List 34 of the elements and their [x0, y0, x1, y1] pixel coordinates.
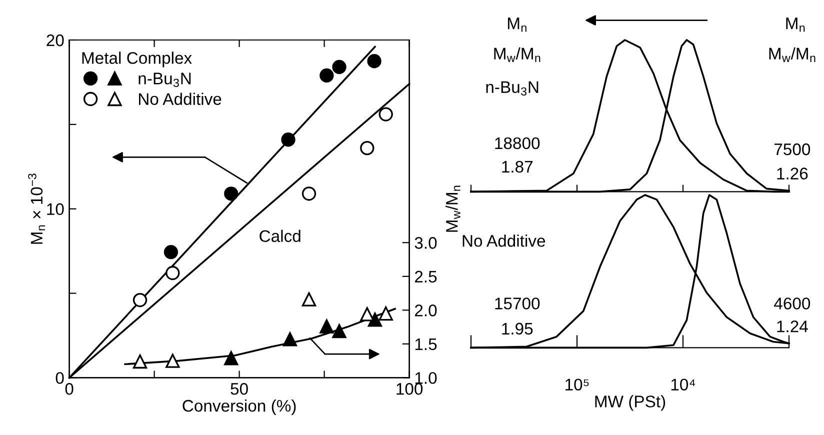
- legend-title: Metal Complex: [82, 52, 192, 68]
- x-axis-title: Conversion (%): [182, 399, 296, 416]
- x-tick-label: 100: [396, 383, 423, 395]
- x-tick-label: 10⁴: [671, 378, 696, 390]
- annotation: 7500: [774, 143, 810, 156]
- y2-tick-label: 2.0: [415, 304, 437, 316]
- annotation: 4600: [774, 298, 810, 310]
- x-axis-title: MW (PSt): [595, 395, 666, 411]
- x-tick-label: 0: [65, 383, 74, 395]
- annotation: M$_{w}$/M$_{n}$: [769, 47, 816, 62]
- text: M$_{n}$: [786, 18, 805, 32]
- text: M$_{n}$: [508, 18, 526, 32]
- annotation: 1.95: [502, 322, 533, 335]
- annotation: 15700: [495, 298, 540, 310]
- y2-axis-title: M$_{w}$/M$_{n}$: [446, 186, 460, 232]
- annotation: Calcd: [260, 230, 300, 242]
- annotation: 1.26: [777, 168, 808, 180]
- y2-tick-label: 1.5: [415, 338, 437, 350]
- annotation: 1.24: [777, 320, 808, 332]
- y-tick-label: 20: [46, 34, 64, 46]
- legend-label: No Additive: [139, 92, 222, 105]
- y2-tick-label: 1.0: [415, 372, 437, 384]
- x-tick-label: 10⁵: [566, 378, 589, 390]
- y-axis-title: M$_{n}$ × 10$^{−3}$: [28, 174, 46, 244]
- annotation: No Additive: [462, 234, 546, 247]
- annotation: 1.87: [502, 160, 532, 173]
- x-tick-label: 50: [230, 383, 248, 395]
- annotation: 18800: [495, 137, 540, 150]
- annotation: M$_{w}$/M$_{n}$: [494, 47, 540, 62]
- annotation: n-Bu$_{3}$N: [486, 81, 538, 96]
- legend-label: n-Bu$_{3}$N: [138, 72, 191, 88]
- y2-tick-label: 2.5: [415, 270, 437, 283]
- y-tick-label: 10: [47, 203, 64, 216]
- y2-tick-label: 3.0: [414, 237, 437, 249]
